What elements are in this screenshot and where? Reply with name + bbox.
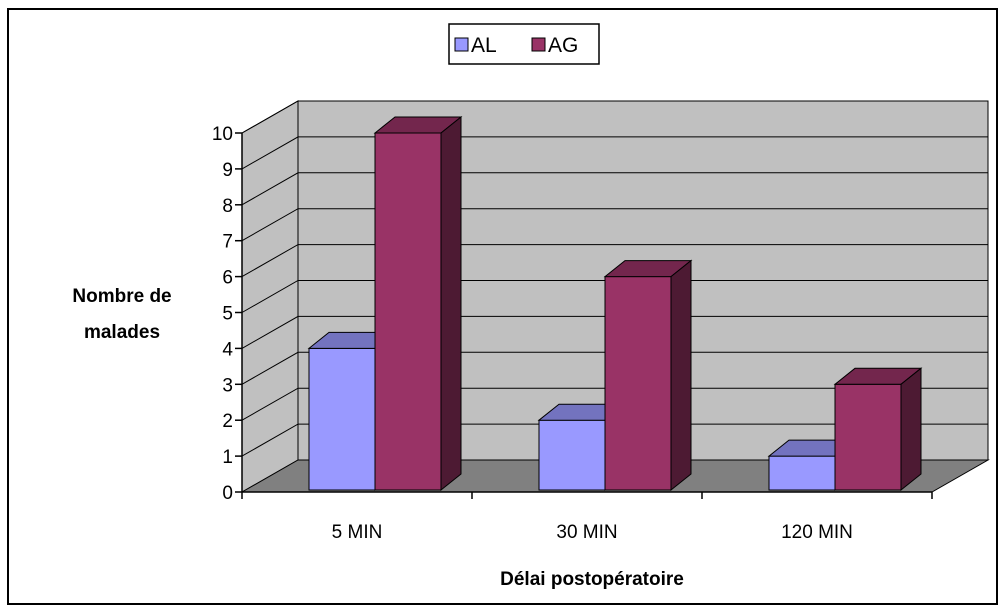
y-axis-title-line-2: malades (84, 322, 160, 343)
gridline (241, 315, 988, 349)
legend-label-al: AL (471, 34, 497, 57)
bar-front-face (374, 132, 442, 491)
bar-ag (603, 259, 693, 492)
gridline (241, 387, 988, 421)
gridline (241, 172, 988, 206)
gridline (241, 351, 988, 385)
x-axis: 5 MIN 30 MIN 120 MIN (241, 491, 933, 543)
x-category-label: 30 MIN (556, 522, 617, 543)
bar-front-face (538, 419, 606, 491)
y-axis-title-line-1: Nombre de (72, 286, 171, 307)
y-tick-label: 4 (222, 339, 233, 360)
y-tick-label: 3 (222, 375, 233, 396)
bar-ag (373, 115, 463, 492)
gridlines (241, 100, 988, 457)
y-tick-label: 0 (222, 483, 233, 504)
bar-side-face (900, 367, 922, 492)
gridline (241, 280, 988, 313)
y-tick-label: 6 (222, 268, 233, 289)
bar-side-face (440, 115, 462, 492)
bar-al (767, 439, 857, 492)
y-axis: 0 1 2 3 4 5 6 7 8 9 10 (212, 124, 243, 504)
bar-front-face (834, 383, 902, 491)
legend-label-ag: AG (548, 34, 578, 57)
gridline (241, 208, 988, 242)
gridline (241, 100, 988, 134)
y-tick-label: 2 (222, 411, 233, 432)
bar-side-face (670, 259, 692, 492)
y-tick-label: 10 (212, 124, 233, 145)
gridline (241, 423, 988, 457)
x-category-label: 5 MIN (332, 522, 383, 543)
chart-frame: 0 1 2 3 4 5 6 7 8 9 10 5 MIN 30 MIN 120 MIN Nombre d… (7, 8, 998, 605)
gridline (241, 244, 988, 278)
bars (307, 115, 923, 492)
bar-front-face (308, 347, 376, 491)
bar-front-face (604, 276, 672, 491)
bar-ag (833, 367, 923, 492)
y-tick-label: 5 (222, 304, 233, 325)
legend-swatch-al (454, 37, 469, 52)
legend-swatch-ag (531, 37, 546, 52)
y-tick-label: 8 (222, 196, 233, 217)
y-tick-label: 7 (222, 232, 233, 253)
bar-chart: 0 1 2 3 4 5 6 7 8 9 10 5 MIN 30 MIN 120 MIN Nombre d… (72, 23, 990, 590)
x-category-label: 120 MIN (781, 522, 853, 543)
x-axis-title: Délai postopératoire (500, 569, 684, 590)
legend: AL AG (448, 23, 600, 65)
bar-front-face (768, 455, 836, 491)
y-tick-label: 9 (222, 160, 233, 181)
gridline (241, 136, 988, 170)
y-tick-label: 1 (222, 447, 233, 468)
